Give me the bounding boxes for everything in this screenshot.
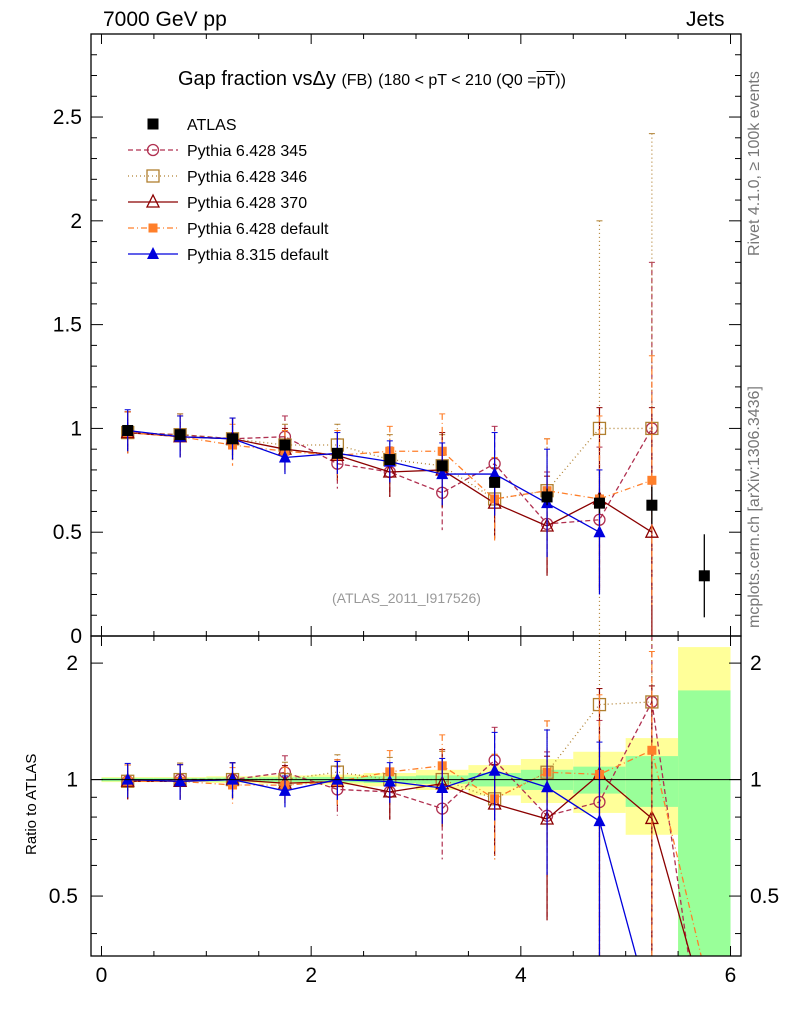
atlas-point [331, 447, 343, 459]
title-range-suffix: )) [555, 72, 566, 89]
legend-entry-p345: Pythia 6.428 345 [128, 143, 307, 160]
ratio-y-tick-label-left: 2 [66, 652, 78, 675]
main-y-tick-label: 1.5 [53, 314, 82, 337]
title-fb: (FB) [341, 72, 373, 89]
series-line [127, 428, 653, 525]
ratio-uncertainty-band [101, 647, 731, 956]
ratio-series-p8def [121, 729, 637, 957]
atlas-point [489, 476, 501, 488]
analysis-id: (ATLAS_2011_I917526) [332, 590, 481, 606]
data-point [174, 774, 187, 787]
title-range-prefix: (180 < pT < 210 (Q0 = [378, 72, 537, 89]
atlas-reference-points [122, 424, 710, 618]
legend-label: Pythia 6.428 345 [187, 143, 307, 160]
main-series-p8def [121, 409, 606, 595]
data-point [488, 763, 501, 776]
legend-label: ATLAS [187, 117, 237, 134]
legend-marker [146, 143, 160, 157]
data-point [331, 772, 344, 785]
main-y-tick-label: 2 [70, 210, 82, 233]
series-line [127, 770, 600, 822]
main-y-tick-label: 2.5 [53, 106, 82, 129]
data-point [226, 772, 239, 785]
atlas-point [541, 491, 553, 503]
legend-marker [147, 118, 159, 130]
legend-marker [148, 223, 158, 233]
x-tick-label: 4 [515, 964, 527, 987]
data-point [593, 525, 606, 538]
atlas-point [698, 570, 710, 582]
ratio-y-tick-label-left: 0.5 [49, 885, 78, 908]
x-tick-label: 2 [305, 964, 317, 987]
legend: ATLAS Pythia 6.428 345 Pythia 6.428 346 Pyt… [128, 117, 329, 264]
series-line-extension [651, 818, 692, 957]
x-tick-label: 0 [96, 964, 108, 987]
atlas-point [646, 499, 658, 511]
rivet-label: Rivet 4.1.0, ≥ 100k events [746, 71, 763, 256]
energy-label: 7000 GeV pp [103, 8, 227, 31]
data-point [278, 450, 291, 463]
atlas-point [174, 429, 186, 441]
atlas-point [436, 460, 448, 472]
legend-label: Pythia 6.428 346 [187, 169, 307, 186]
legend-entry-atlas: ATLAS [147, 117, 237, 134]
title-main: Gap fraction vs [178, 68, 313, 90]
atlas-point [279, 439, 291, 451]
chart-title: Gap fraction vsΔy (FB) (180 < pT < 210 (… [178, 68, 566, 91]
ratio-y-tick-label-left: 1 [66, 769, 78, 792]
ratio-y-tick-label-right: 1 [750, 769, 762, 792]
ratio-y-tick-label-right: 2 [750, 652, 762, 675]
series-line-extension [651, 750, 702, 957]
legend-entry-p6def: Pythia 6.428 default [128, 221, 329, 238]
main-y-tick-label: 0 [70, 625, 82, 648]
legend-label: Pythia 6.428 370 [187, 195, 307, 212]
legend-entry-p370: Pythia 6.428 370 [128, 193, 307, 212]
series-line-extension [598, 820, 637, 957]
x-tick-label: 6 [725, 964, 737, 987]
title-range-over: pT [536, 72, 556, 89]
data-point [278, 783, 291, 796]
atlas-point [227, 433, 239, 445]
data-point [644, 523, 659, 538]
ratio-y-axis-label: Ratio to ATLAS [23, 753, 40, 855]
band-inner [678, 690, 731, 956]
data-point [436, 467, 449, 480]
ratio-series-p370 [120, 685, 692, 957]
ratio-y-tick-label-right: 0.5 [750, 885, 779, 908]
legend-entry-p346: Pythia 6.428 346 [128, 169, 307, 186]
data-point [383, 774, 396, 787]
data-point [121, 772, 134, 785]
atlas-point [122, 424, 134, 436]
atlas-point [593, 497, 605, 509]
legend-label: Pythia 6.428 default [187, 221, 329, 238]
main-y-tick-label: 1 [70, 417, 82, 440]
legend-marker [146, 169, 160, 183]
legend-entry-p8def: Pythia 8.315 default [128, 247, 329, 264]
main-y-tick-label: 0.5 [53, 521, 82, 544]
series-line [127, 429, 600, 533]
legend-marker [147, 247, 159, 259]
atlas-point [384, 454, 396, 466]
legend-marker [145, 193, 161, 208]
category-label: Jets [686, 8, 725, 31]
data-point [436, 780, 449, 793]
title-delta: Δy [312, 68, 336, 90]
site-label: mcplots.cern.ch [arXiv:1306.3436] [746, 386, 763, 628]
data-point [593, 814, 606, 827]
legend-label: Pythia 8.315 default [187, 247, 329, 264]
